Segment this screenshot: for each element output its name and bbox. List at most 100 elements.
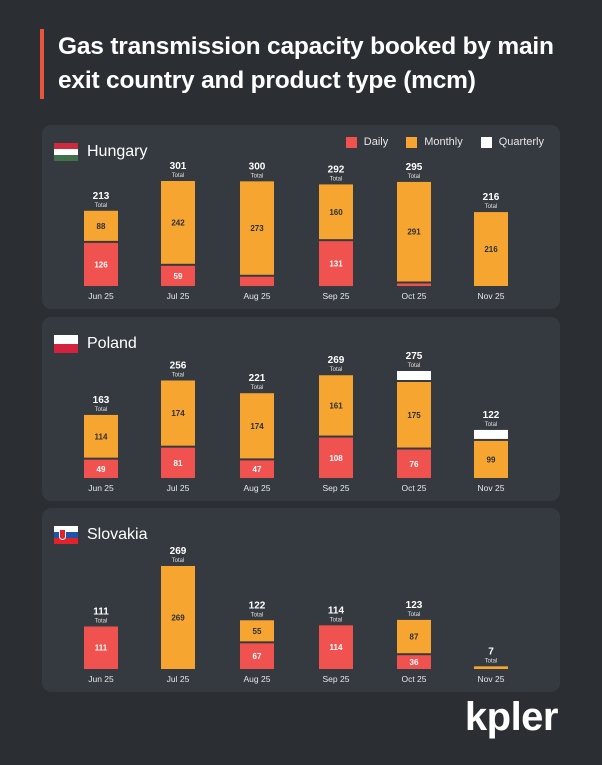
total-caption-label: Total <box>172 558 185 564</box>
bar-segment-monthly <box>240 181 274 275</box>
bar-segment-monthly <box>319 375 353 436</box>
total-value-label: 163 <box>93 395 110 406</box>
total-caption-label: Total <box>485 422 498 428</box>
bar-value-label: 131 <box>329 260 343 269</box>
x-tick-label: Aug 25 <box>244 291 271 301</box>
total-value-label: 122 <box>483 410 500 421</box>
total-value-label: 216 <box>483 192 500 203</box>
bar-segment-monthly <box>84 210 118 241</box>
x-tick-label: Jun 25 <box>88 674 114 684</box>
bar-value-label: 47 <box>253 465 262 474</box>
bar-value-label: 114 <box>95 432 108 441</box>
x-tick-label: Jul 25 <box>167 483 190 493</box>
bar-segment-daily <box>240 643 274 669</box>
bar-value-label: 114 <box>330 643 343 652</box>
x-tick-label: Aug 25 <box>244 674 271 684</box>
total-value-label: 275 <box>406 351 423 362</box>
bar-value-label: 174 <box>171 409 185 418</box>
bar-segment-daily <box>319 437 353 478</box>
total-caption-label: Total <box>485 204 498 210</box>
total-value-label: 122 <box>249 600 266 611</box>
bar-value-label: 269 <box>171 614 185 623</box>
total-value-label: 295 <box>406 162 423 173</box>
bar-segment-monthly <box>240 393 274 459</box>
legend: Daily Monthly Quarterly <box>345 136 544 148</box>
total-caption-label: Total <box>330 176 343 182</box>
bar-segment-monthly <box>397 619 431 654</box>
total-caption-label: Total <box>95 407 108 413</box>
slovakia-flag-icon <box>54 526 78 544</box>
bar-value-label: 174 <box>250 422 264 431</box>
bar-segment-monthly <box>474 666 508 669</box>
x-tick-label: Jun 25 <box>88 483 114 493</box>
x-tick-label: Nov 25 <box>478 483 505 493</box>
country-header: Poland <box>54 333 137 355</box>
total-value-label: 213 <box>93 191 110 202</box>
x-tick-label: Oct 25 <box>401 483 426 493</box>
bar-segment-monthly <box>319 184 353 240</box>
bar-segment-daily <box>319 241 353 286</box>
total-value-label: 256 <box>170 360 187 371</box>
bar-segment-daily <box>240 276 274 286</box>
daily-swatch-icon <box>345 136 357 148</box>
x-tick-label: Jun 25 <box>88 291 114 301</box>
bar-segment-quarterly <box>397 371 431 380</box>
x-tick-label: Sep 25 <box>323 674 350 684</box>
bar-segment-monthly <box>397 381 431 448</box>
monthly-swatch-icon <box>406 136 418 148</box>
bar-value-label: 76 <box>410 460 419 469</box>
total-value-label: 221 <box>249 373 266 384</box>
x-tick-label: Oct 25 <box>401 674 426 684</box>
poland-flag-icon <box>54 335 78 353</box>
bar-value-label: 59 <box>174 272 183 281</box>
x-tick-label: Nov 25 <box>478 674 505 684</box>
panel-poland: Poland 49 114 163 Total Jun 25 81 174 256 Total J… <box>42 317 560 501</box>
country-header: Slovakia <box>54 524 147 546</box>
bar-value-label: 55 <box>253 627 262 636</box>
x-tick-label: Oct 25 <box>401 291 426 301</box>
panel-hungary: Hungary Daily Monthly Quarterly 126 88 213… <box>42 125 560 309</box>
total-caption-label: Total <box>408 612 421 618</box>
bar-segment-daily <box>84 242 118 286</box>
bar-segment-daily <box>240 460 274 478</box>
bar-segment-monthly <box>161 181 195 264</box>
bar-segment-monthly <box>474 440 508 478</box>
total-caption-label: Total <box>485 658 498 664</box>
total-caption-label: Total <box>172 173 185 179</box>
country-name: Slovakia <box>87 526 148 543</box>
legend-item-quarterly: Quarterly <box>480 136 544 148</box>
bar-value-label: 216 <box>484 245 498 254</box>
panel-slovakia: Slovakia 111 111 Total Jun 25 269 269 Total Jul… <box>42 508 560 692</box>
bar-segment-monthly <box>84 414 118 458</box>
bar-value-label: 175 <box>407 411 421 420</box>
total-caption-label: Total <box>251 173 264 179</box>
bar-segment-daily <box>397 655 431 669</box>
bar-segment-monthly <box>397 181 431 282</box>
bar-segment-daily <box>84 626 118 669</box>
bar-segment-monthly <box>161 380 195 446</box>
total-value-label: 300 <box>249 161 266 172</box>
country-name: Poland <box>87 335 137 352</box>
bar-segment-monthly <box>161 566 195 669</box>
kpler-logo: kpler <box>464 695 559 739</box>
legend-label-quarterly: Quarterly <box>498 136 544 148</box>
legend-label-daily: Daily <box>363 136 389 148</box>
total-caption-label: Total <box>408 174 421 180</box>
total-value-label: 269 <box>328 355 345 366</box>
total-value-label: 269 <box>170 546 187 557</box>
country-header: Hungary <box>54 141 147 163</box>
bar-value-label: 49 <box>97 465 106 474</box>
bar-value-label: 81 <box>174 459 183 468</box>
total-value-label: 301 <box>170 161 187 172</box>
bar-segment-daily <box>319 625 353 669</box>
bar-segment-monthly <box>240 620 274 642</box>
total-caption-label: Total <box>251 385 264 391</box>
bar-value-label: 126 <box>94 260 108 269</box>
bar-segment-daily <box>161 447 195 478</box>
hungary-flag-icon <box>54 143 78 161</box>
bar-value-label: 242 <box>171 218 185 227</box>
bar-value-label: 161 <box>329 401 343 410</box>
total-caption-label: Total <box>330 617 343 623</box>
